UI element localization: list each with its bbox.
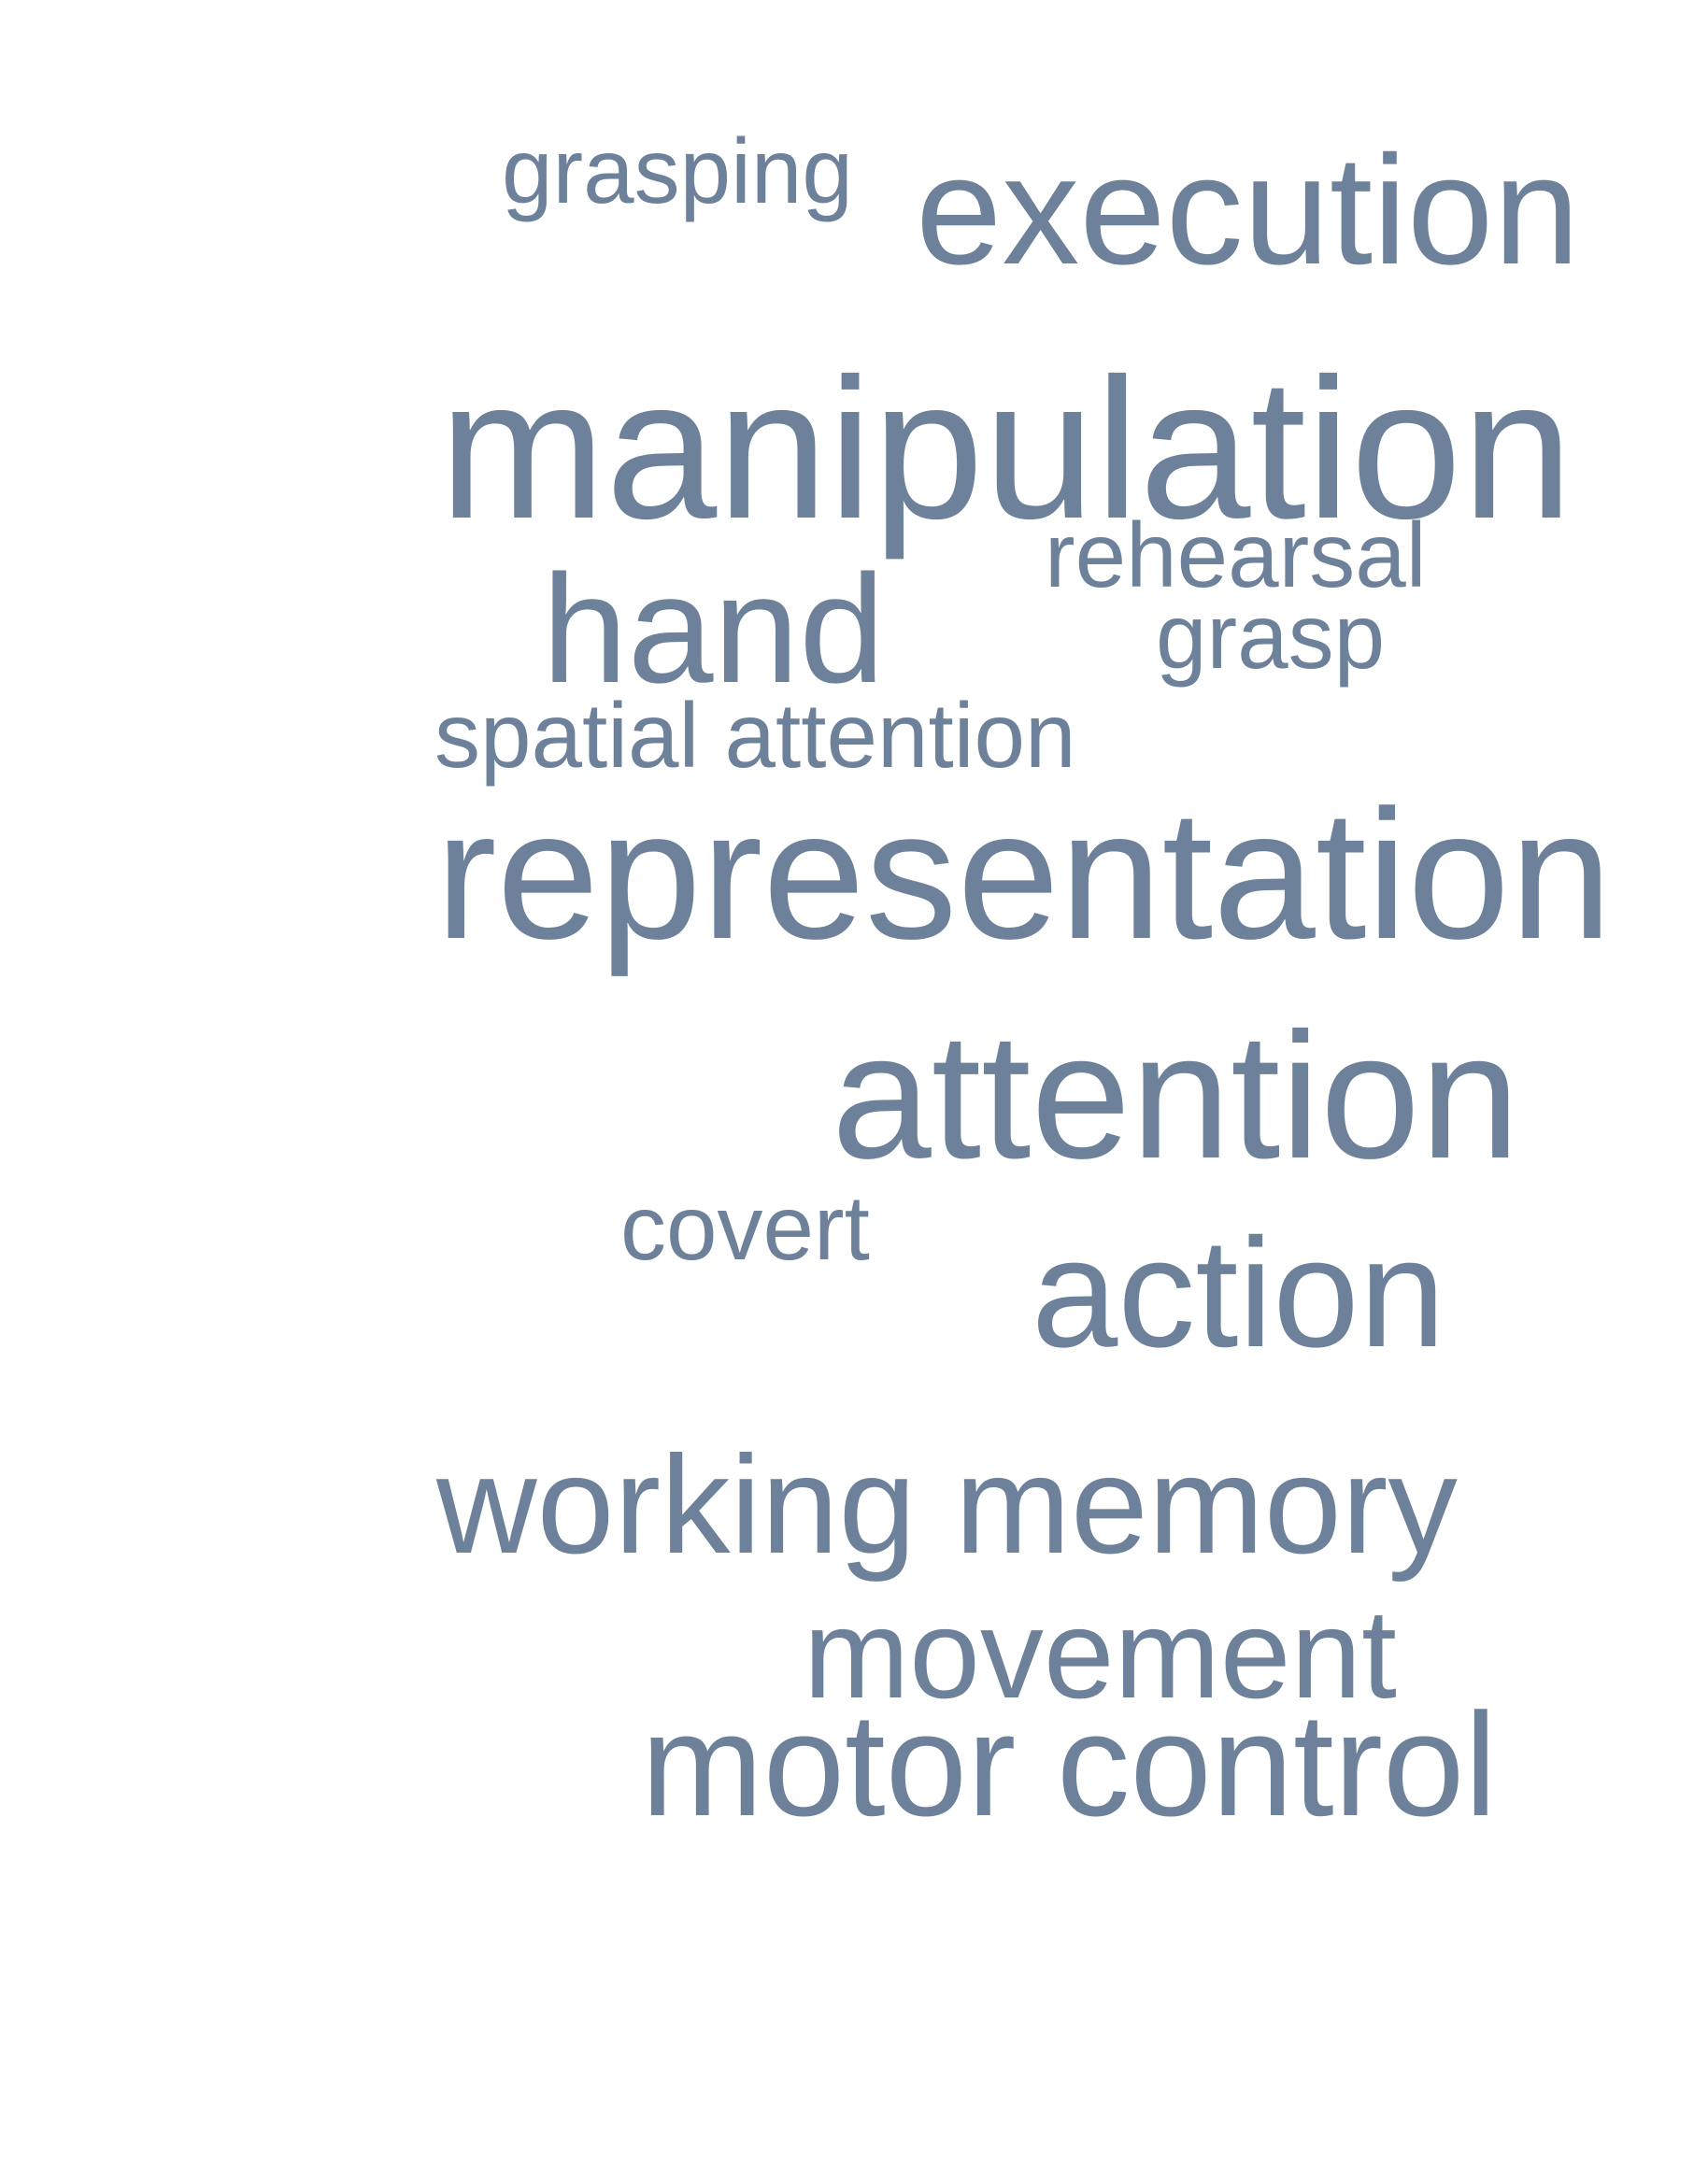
word-grasping: grasping (502, 120, 853, 222)
word-rehearsal: rehearsal (1045, 504, 1427, 606)
word-covert: covert (620, 1176, 870, 1279)
word-grasp: grasp (1156, 585, 1386, 688)
word-hand: hand (542, 543, 886, 715)
word-action: action (1032, 1207, 1445, 1380)
word-execution: execution (916, 124, 1580, 297)
word-manipulation: manipulation (439, 337, 1573, 561)
word-working-memory: working memory (436, 1427, 1458, 1583)
word-representation: representation (435, 772, 1613, 977)
word-movement: movement (804, 1583, 1397, 1725)
word-spatial-attention: spatial attention (434, 684, 1076, 787)
word-motor-control: motor control (641, 1683, 1498, 1847)
word-attention: attention (832, 995, 1520, 1196)
